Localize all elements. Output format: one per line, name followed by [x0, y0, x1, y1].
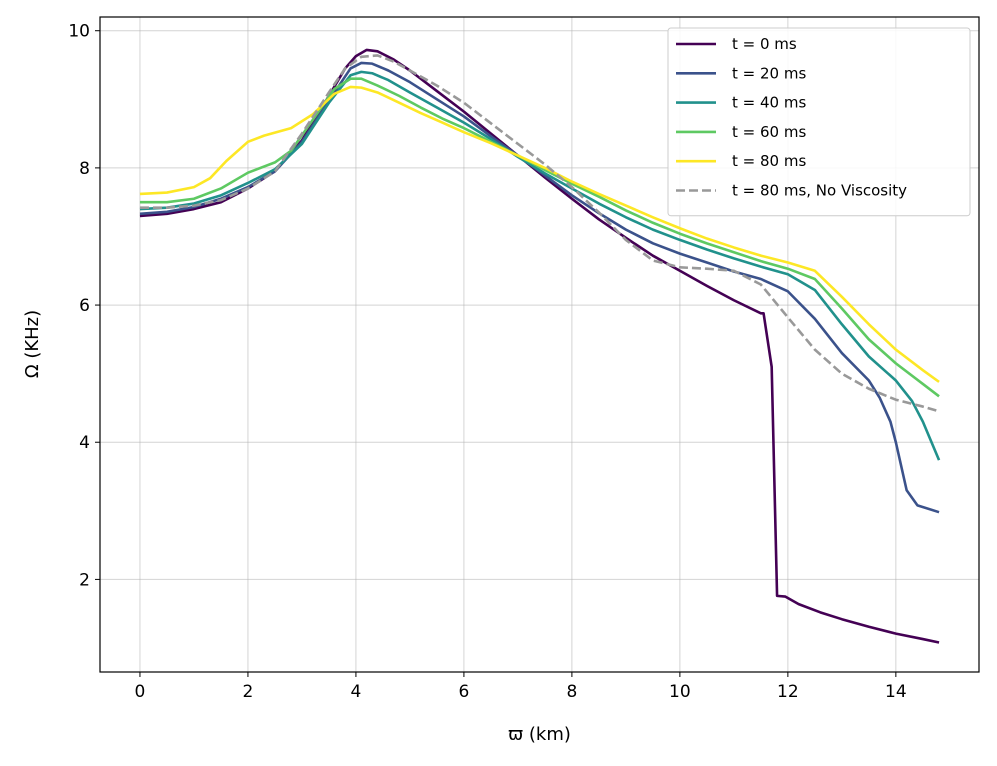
series-line-5	[139, 54, 940, 413]
x-tick-label: 10	[669, 682, 691, 702]
y-axis-label: Ω (KHz)	[22, 310, 43, 378]
y-tick-label: 2	[79, 570, 90, 590]
x-tick-label: 6	[458, 682, 469, 702]
legend-box	[667, 27, 971, 217]
series-lines	[139, 48, 941, 644]
legend-label: t = 0 ms	[732, 35, 797, 53]
plot-area-frame	[99, 16, 980, 673]
legend-label: t = 80 ms, No Viscosity	[732, 182, 907, 200]
legend-label: t = 40 ms	[732, 94, 806, 112]
legend: t = 0 ms t = 20 ms t = 40 ms t = 60 ms t = 8…	[667, 27, 971, 217]
x-tick-label: 12	[777, 682, 799, 702]
y-tick-label: 10	[68, 22, 90, 42]
legend-label: t = 20 ms	[732, 64, 806, 82]
series-line-4	[139, 85, 940, 383]
x-tick-label: 2	[243, 682, 254, 702]
axis-ticks: 0 2 4 6 8 10 12 14 2 4 6 8 10	[68, 22, 906, 702]
legend-label: t = 80 ms	[732, 152, 806, 170]
x-tick-label: 4	[351, 682, 362, 702]
x-tick-label: 8	[566, 682, 577, 702]
y-tick-label: 4	[79, 433, 90, 453]
legend-label: t = 60 ms	[732, 123, 806, 141]
y-tick-label: 8	[79, 159, 90, 179]
x-tick-label: 0	[135, 682, 146, 702]
x-tick-label: 14	[885, 682, 907, 702]
series-line-2	[139, 70, 941, 461]
x-axis-label: ϖ (km)	[508, 724, 571, 745]
y-tick-label: 6	[79, 296, 90, 316]
